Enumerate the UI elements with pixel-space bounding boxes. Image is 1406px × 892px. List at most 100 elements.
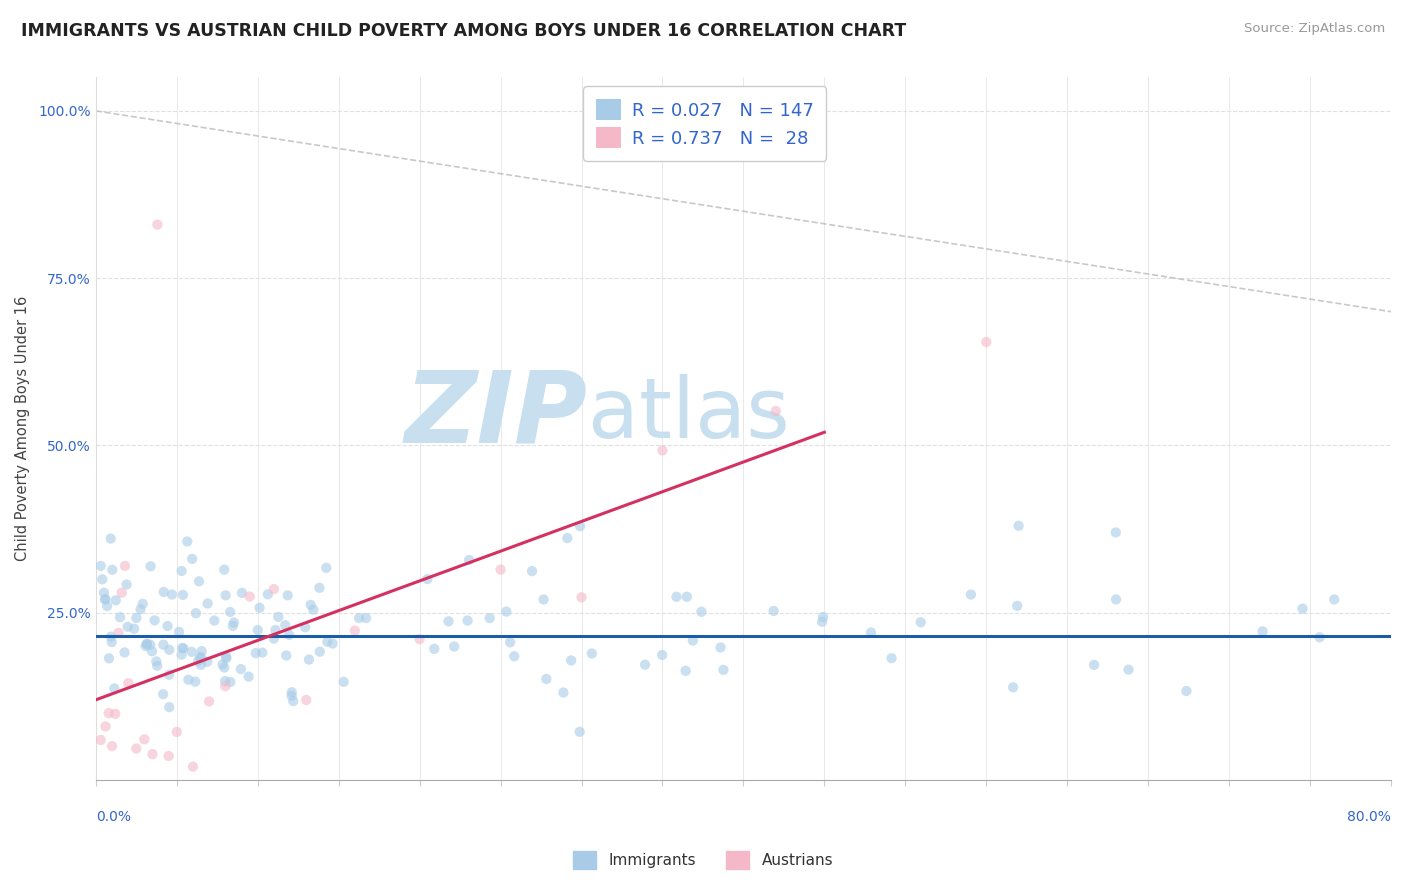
Point: [141, 747, 163, 761]
Point: [143, 613, 166, 627]
Point: [443, 640, 465, 654]
Point: [184, 606, 207, 620]
Point: [765, 404, 787, 418]
Point: [90, 732, 112, 747]
Point: [267, 610, 290, 624]
Point: [520, 564, 543, 578]
Point: [276, 648, 298, 663]
Point: [172, 588, 194, 602]
Point: [457, 614, 479, 628]
Point: [910, 615, 932, 630]
Point: [229, 662, 252, 676]
Point: [280, 689, 302, 703]
Point: [97, 706, 120, 720]
Point: [214, 660, 236, 674]
Point: [139, 559, 162, 574]
Point: [157, 748, 180, 763]
Point: [122, 622, 145, 636]
Point: [180, 645, 202, 659]
Point: [458, 553, 481, 567]
Point: [139, 638, 162, 652]
Point: [264, 623, 287, 637]
Point: [177, 673, 200, 687]
Point: [423, 641, 446, 656]
Point: [354, 611, 377, 625]
Point: [172, 640, 194, 655]
Point: [332, 674, 354, 689]
Point: [96, 599, 118, 613]
Point: [219, 605, 242, 619]
Point: [1002, 680, 1025, 694]
Point: [283, 694, 305, 708]
Point: [157, 643, 180, 657]
Point: [117, 620, 139, 634]
Text: ZIP: ZIP: [405, 367, 588, 463]
Point: [93, 585, 115, 599]
Point: [536, 672, 558, 686]
Point: [665, 590, 688, 604]
Point: [263, 632, 285, 646]
Point: [135, 639, 157, 653]
Point: [811, 615, 834, 629]
Point: [135, 637, 157, 651]
Point: [156, 619, 179, 633]
Point: [651, 648, 673, 662]
Point: [252, 646, 274, 660]
Point: [108, 610, 131, 624]
Point: [181, 552, 204, 566]
Point: [675, 664, 697, 678]
Point: [553, 685, 575, 699]
Point: [308, 645, 330, 659]
Point: [152, 638, 174, 652]
Point: [100, 630, 122, 644]
Point: [104, 593, 127, 607]
Point: [166, 725, 188, 739]
Point: [90, 558, 112, 573]
Point: [503, 649, 526, 664]
Point: [190, 657, 212, 672]
Point: [222, 619, 245, 633]
Point: [214, 674, 236, 689]
Point: [198, 694, 221, 708]
Point: [315, 561, 337, 575]
Point: [173, 641, 195, 656]
Point: [416, 572, 439, 586]
Point: [188, 574, 211, 589]
Point: [145, 655, 167, 669]
Point: [974, 334, 997, 349]
Point: [294, 620, 316, 634]
Point: [215, 649, 238, 664]
Text: atlas: atlas: [588, 374, 790, 455]
Point: [146, 218, 169, 232]
Point: [197, 597, 219, 611]
Point: [316, 634, 339, 648]
Point: [141, 644, 163, 658]
Point: [219, 675, 242, 690]
Point: [152, 585, 174, 599]
Point: [190, 650, 212, 665]
Legend: Immigrants, Austrians: Immigrants, Austrians: [567, 845, 839, 875]
Point: [222, 615, 245, 630]
Point: [489, 562, 512, 576]
Point: [274, 618, 297, 632]
Point: [114, 558, 136, 573]
Point: [495, 605, 517, 619]
Point: [238, 670, 260, 684]
Point: [245, 646, 267, 660]
Point: [146, 658, 169, 673]
Point: [195, 655, 218, 669]
Point: [278, 628, 301, 642]
Point: [569, 519, 592, 533]
Point: [295, 693, 318, 707]
Point: [880, 651, 903, 665]
Point: [713, 663, 735, 677]
Point: [302, 602, 325, 616]
Point: [211, 657, 233, 672]
Point: [202, 614, 225, 628]
Point: [176, 534, 198, 549]
Point: [571, 591, 593, 605]
Point: [135, 637, 157, 651]
Point: [634, 657, 657, 672]
Point: [215, 651, 238, 665]
Point: [100, 532, 122, 546]
